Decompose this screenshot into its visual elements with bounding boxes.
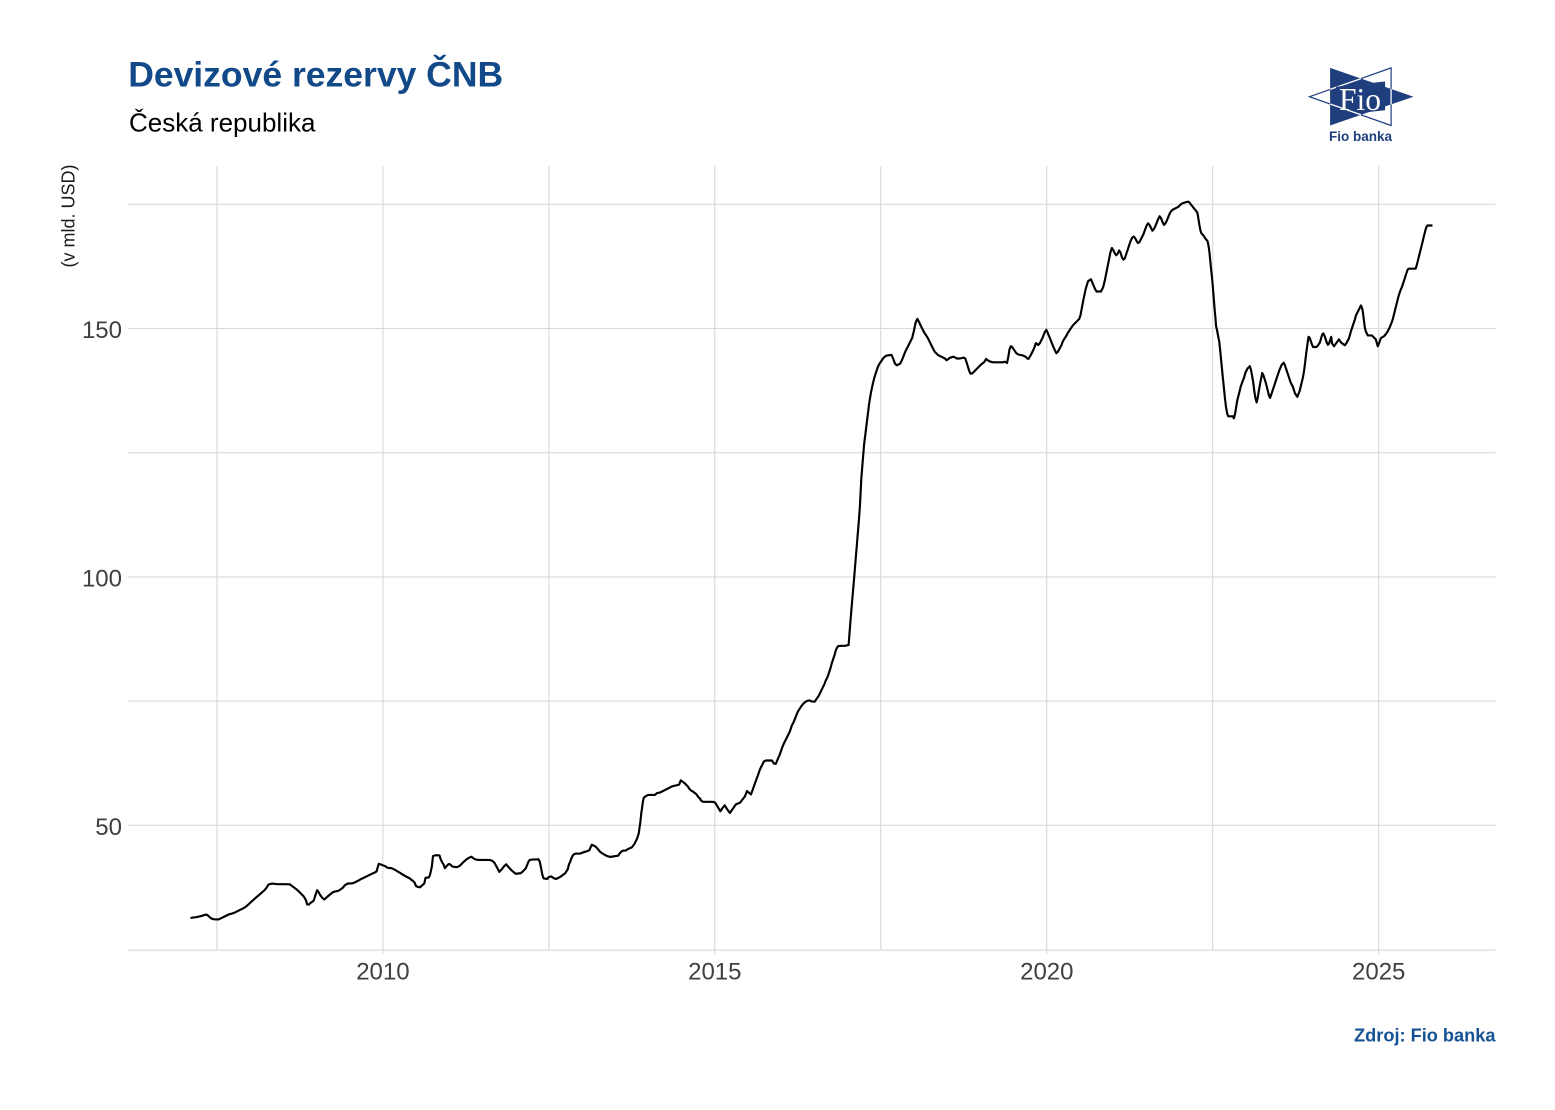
svg-text:150: 150 (82, 317, 122, 344)
svg-text:100: 100 (82, 566, 122, 593)
svg-text:(v mld. USD): (v mld. USD) (59, 165, 79, 268)
svg-text:50: 50 (95, 814, 122, 841)
svg-text:2025: 2025 (1352, 959, 1405, 986)
svg-text:Česká republika: Česká republika (129, 108, 316, 138)
svg-text:Fio banka: Fio banka (1329, 129, 1393, 144)
svg-text:2020: 2020 (1020, 959, 1073, 986)
svg-text:Devizové rezervy ČNB: Devizové rezervy ČNB (128, 54, 503, 94)
svg-text:Zdroj: Fio banka: Zdroj: Fio banka (1354, 1026, 1496, 1046)
svg-text:Fio: Fio (1339, 82, 1381, 117)
svg-text:2010: 2010 (356, 959, 409, 986)
svg-text:2015: 2015 (688, 959, 741, 986)
